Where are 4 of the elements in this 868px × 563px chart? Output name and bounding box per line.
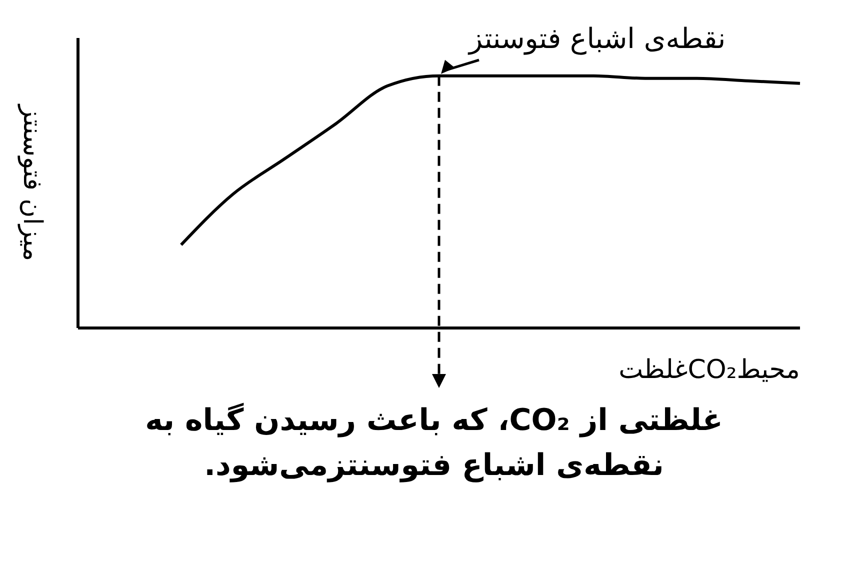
text: غلظتی از CO₂، که باعث رسیدن گیاه به نقطه‌ی اشباع فتوسنتزمی‌شود. [144, 402, 724, 485]
text: نقطه‌ی اشباع فتوسنتز [467, 22, 726, 55]
x-axis-title: غلظتCO₂محیط [618, 355, 800, 385]
y-axis-title: میزان فتوسنتز [16, 102, 47, 262]
